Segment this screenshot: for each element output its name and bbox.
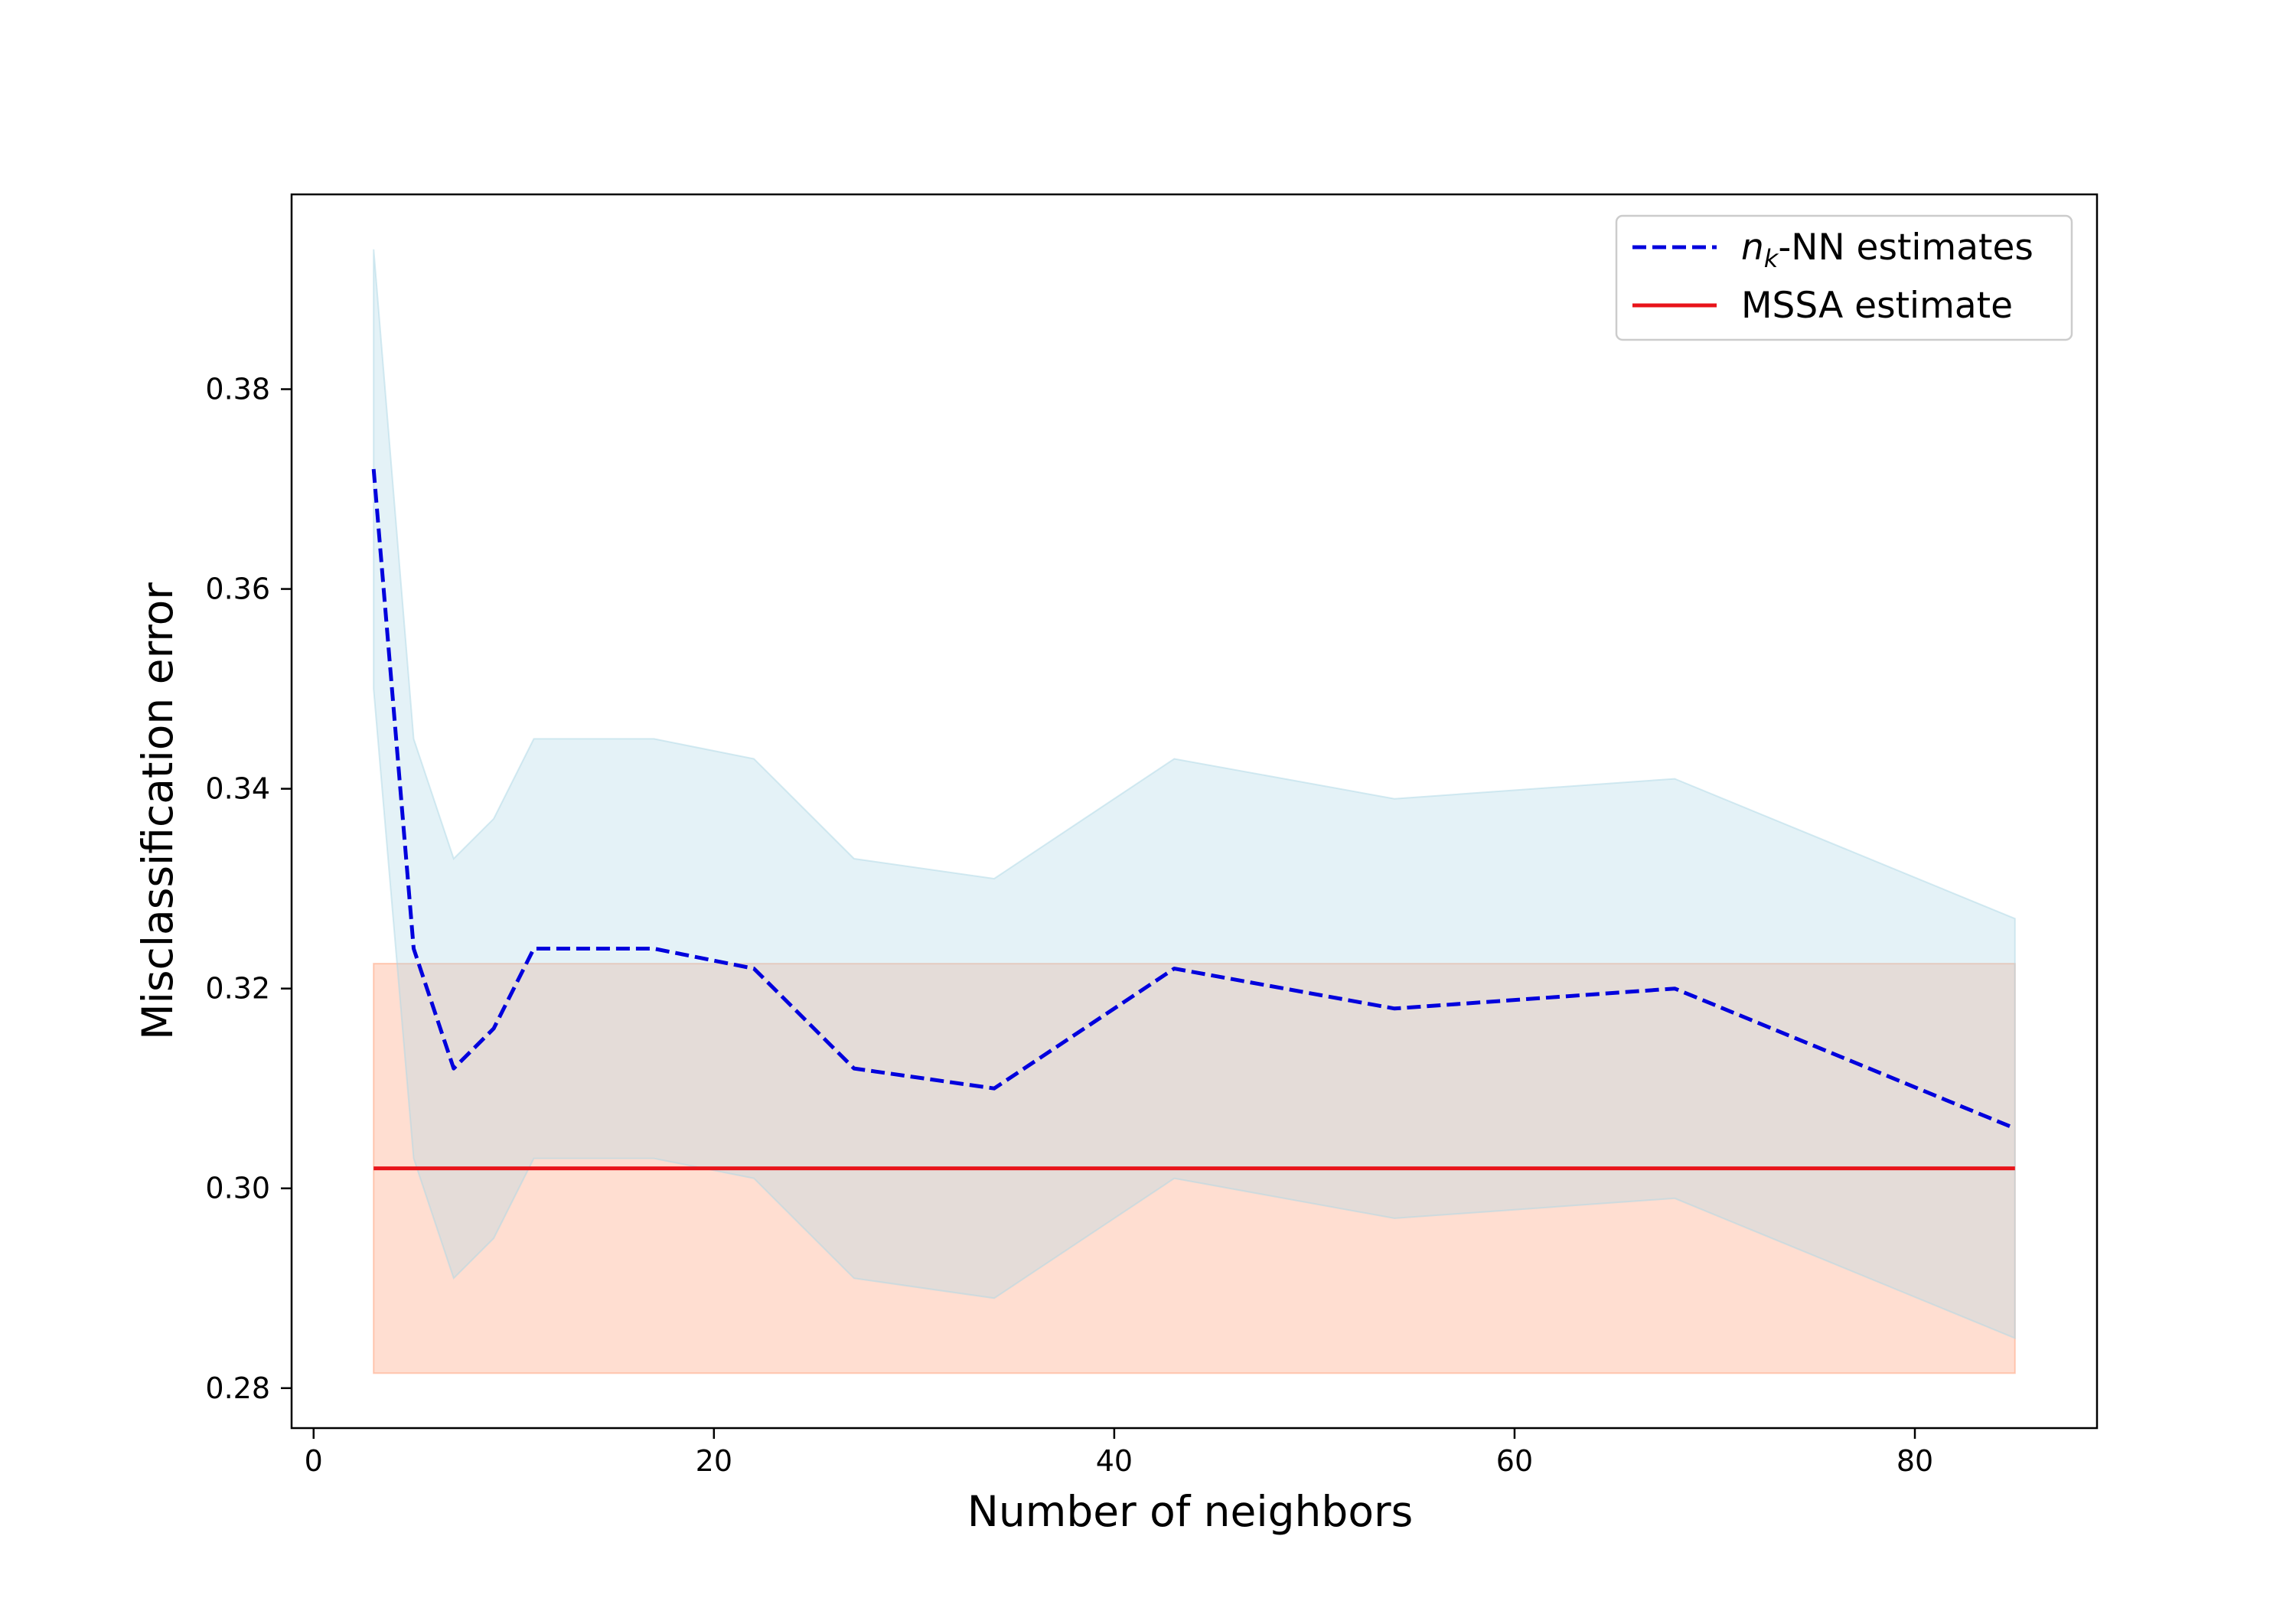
- legend-label-nk-nn-subscript: k: [1764, 244, 1779, 273]
- x-tick-label-1: 20: [696, 1444, 732, 1478]
- legend-label-mssa: MSSA estimate: [1741, 285, 2013, 327]
- y-tick-label-5: 0.38: [205, 373, 270, 406]
- legend: nk-NN estimates MSSA estimate: [1615, 214, 2073, 341]
- y-axis-ticks: 0.28 0.30 0.32 0.34 0.36 0.38: [205, 373, 292, 1405]
- x-tick-label-4: 80: [1896, 1444, 1933, 1478]
- legend-label-nk-nn-n: n: [1741, 227, 1764, 269]
- legend-label-nk-nn-rest: -NN estimates: [1778, 227, 2033, 269]
- x-tick-label-0: 0: [305, 1444, 323, 1478]
- y-axis-title: Misclassification error: [133, 582, 182, 1040]
- line-nk-nn: [371, 468, 2016, 1130]
- series-lines: [371, 468, 2016, 1171]
- x-tick-label-2: 40: [1096, 1444, 1133, 1478]
- legend-box: [1615, 214, 2073, 341]
- y-tick-label-0: 0.28: [205, 1371, 270, 1405]
- y-tick-label-4: 0.36: [205, 572, 270, 606]
- y-tick-label-2: 0.32: [205, 972, 270, 1006]
- y-tick-label-1: 0.30: [205, 1172, 270, 1205]
- plot-frame: [290, 193, 2099, 1430]
- x-tick-label-3: 60: [1496, 1444, 1533, 1478]
- x-axis-title: Number of neighbors: [967, 1487, 1414, 1536]
- legend-label-nk-nn: nk-NN estimates: [1741, 227, 2033, 273]
- band-nk-nn: [373, 249, 2016, 1339]
- x-axis-ticks: 0 20 40 60 80: [305, 1428, 1933, 1478]
- y-tick-label-3: 0.34: [205, 772, 270, 806]
